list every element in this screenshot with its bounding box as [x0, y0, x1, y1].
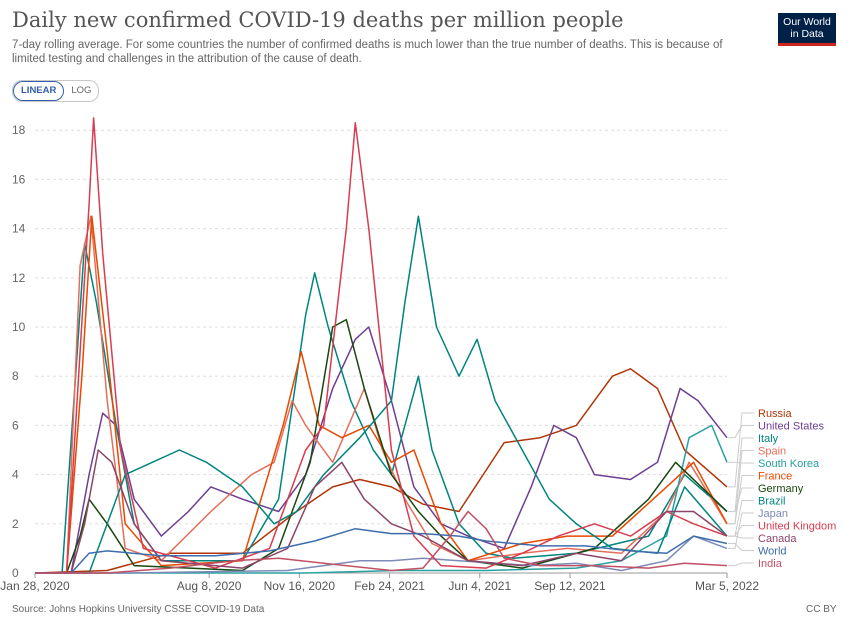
logo-line-1: Our World	[783, 16, 831, 28]
series-line-japan	[35, 535, 728, 574]
y-tick-label-6: 6	[12, 418, 19, 432]
legend-label-spain: Spain	[758, 446, 786, 458]
linear-scale-button[interactable]: LINEAR	[13, 81, 65, 101]
y-tick-label-10: 10	[12, 320, 26, 334]
y-tick-label-4: 4	[12, 468, 19, 482]
x-tick-label-2: Nov 16, 2020	[264, 579, 336, 593]
legend-connector-11	[728, 543, 754, 551]
x-tick-label-6: Mar 5, 2022	[695, 579, 759, 593]
scale-toggle: LINEAR LOG	[12, 80, 100, 102]
owid-logo[interactable]: Our World in Data	[778, 13, 836, 46]
legend-label-japan: Japan	[758, 508, 788, 520]
legend-label-germany: Germany	[758, 483, 804, 495]
legend-connector-10	[728, 535, 754, 539]
series-line-united-kingdom	[35, 117, 728, 574]
series-line-france	[35, 215, 728, 574]
x-tick-label-4: Jun 4, 2021	[448, 579, 511, 593]
legend-connector-0	[728, 412, 754, 488]
logo-line-2: in Data	[790, 28, 824, 40]
x-tick-label-5: Sep 12, 2021	[534, 579, 606, 593]
series-lines	[34, 117, 728, 574]
legend-connector-12	[728, 562, 754, 567]
series-line-india	[35, 510, 728, 574]
y-tick-label-18: 18	[12, 123, 26, 137]
y-tick-label-12: 12	[12, 271, 26, 285]
y-tick-label-8: 8	[12, 369, 19, 383]
log-scale-button[interactable]: LOG	[71, 85, 92, 96]
y-axis-labels: 0 2 4 6 8 10 12 14 16 18	[12, 123, 26, 580]
series-line-united-states	[35, 326, 728, 574]
series-line-brazil	[35, 215, 728, 574]
legend-label-south-korea: South Korea	[758, 458, 820, 470]
chart-subtitle: 7-day rolling average. For some countrie…	[12, 39, 723, 65]
legend-label-world: World	[758, 546, 787, 558]
legend-label-brazil: Brazil	[758, 496, 786, 508]
legend-label-india: India	[758, 558, 783, 570]
legend-label-france: France	[758, 471, 792, 483]
legend-connector-9	[728, 525, 754, 537]
x-tick-label-1: Aug 8, 2020	[177, 579, 242, 593]
series-line-world	[35, 527, 728, 574]
y-tick-label-2: 2	[12, 517, 19, 531]
x-tick-label-0: Jan 28, 2020	[0, 579, 70, 593]
series-line-russia	[34, 368, 728, 574]
legend-connector-1	[728, 425, 754, 439]
legend-label-united-kingdom: United Kingdom	[758, 521, 836, 533]
legend-label-united-states: United States	[758, 421, 825, 433]
license-link[interactable]: CC BY	[806, 604, 837, 615]
y-tick-label-14: 14	[12, 222, 26, 236]
legend-label-italy: Italy	[758, 433, 779, 445]
legend-connector-4	[728, 461, 754, 464]
y-tick-label-0: 0	[12, 566, 19, 580]
legend-connector-6	[728, 487, 754, 512]
legend-label-russia: Russia	[758, 408, 793, 420]
series-line-canada	[35, 449, 728, 574]
x-tick-label-3: Feb 24, 2021	[354, 579, 425, 593]
x-axis: Jan 28, 2020 Aug 8, 2020 Nov 16, 2020 Feb 2…	[0, 573, 759, 593]
series-line-spain	[35, 215, 728, 574]
legend-label-canada: Canada	[758, 533, 797, 545]
source-note: Source: Johns Hopkins University CSSE CO…	[12, 604, 265, 615]
y-tick-label-16: 16	[12, 172, 26, 186]
chart-title: Daily new confirmed COVID-19 deaths per …	[12, 8, 624, 32]
series-line-south-korea	[35, 424, 728, 574]
